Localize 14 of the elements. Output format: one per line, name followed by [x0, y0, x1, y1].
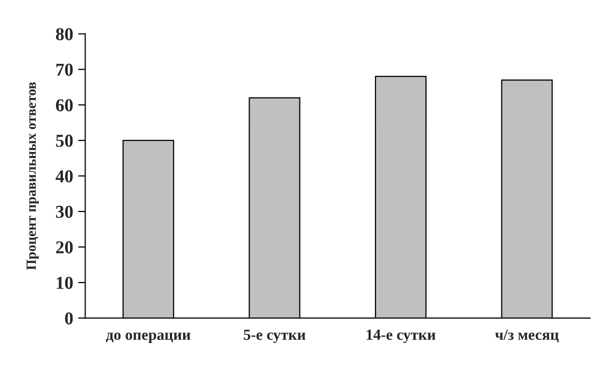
y-axis-title: Процент правильных ответов [26, 82, 39, 270]
y-tick-label: 50 [56, 134, 73, 147]
y-tick-label: 20 [56, 241, 73, 254]
y-tick-label: 0 [65, 312, 73, 324]
x-tick-label: до операции [106, 332, 190, 344]
y-tick-label: 30 [56, 206, 73, 218]
x-tick-label: 5-е сутки [244, 330, 306, 344]
x-tick-label: ч/з месяц [495, 330, 559, 342]
y-tick-label: 60 [56, 99, 73, 112]
y-tick-label: 80 [56, 28, 73, 40]
y-tick-label: 40 [56, 170, 73, 182]
y-tick-label: 70 [56, 64, 73, 76]
y-tick-label: 10 [56, 276, 73, 289]
x-tick-label: 14-е сутки [366, 330, 436, 344]
